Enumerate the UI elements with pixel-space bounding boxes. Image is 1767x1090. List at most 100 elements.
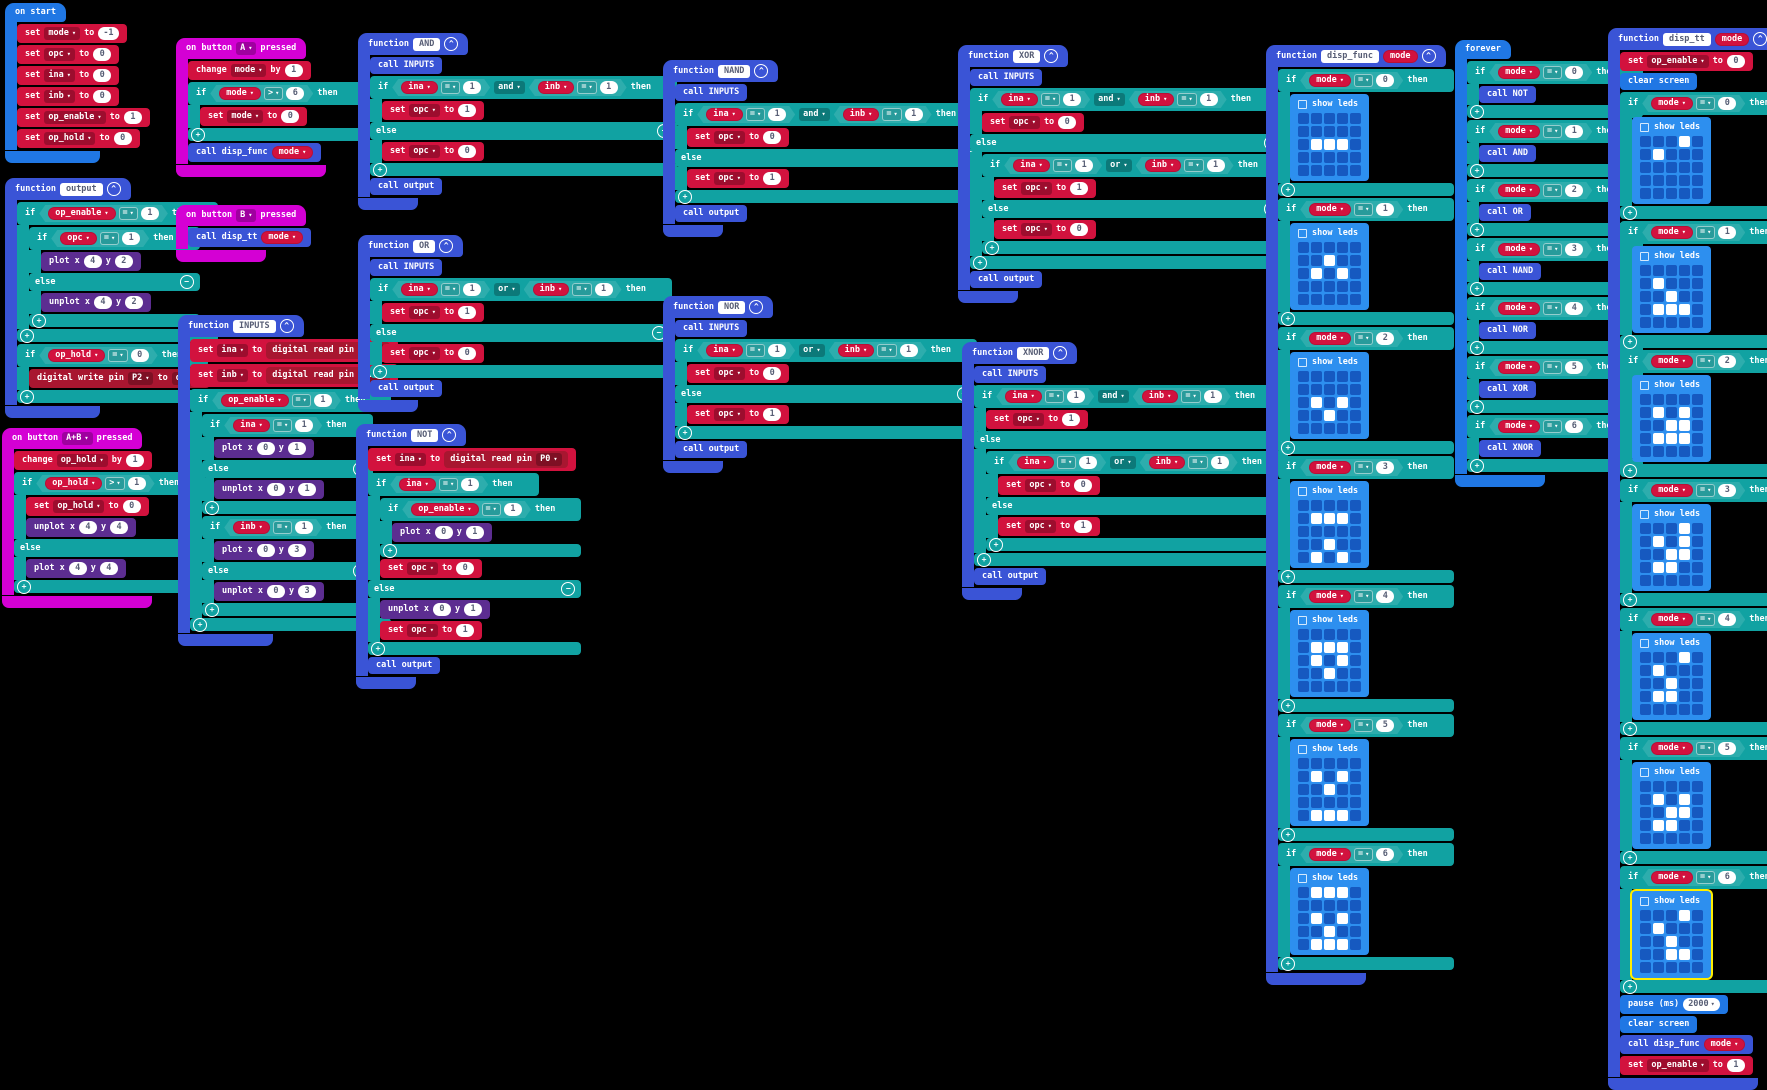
variable-dropdown-op_hold[interactable]: op_hold ▾ [48, 349, 105, 362]
led-cell[interactable] [1311, 810, 1322, 821]
led-cell[interactable] [1337, 410, 1348, 421]
block-stack-forever[interactable]: forever if mode ▾ = ▾ 0 then call NOT + if mode ▾ = ▾ 1… [1455, 40, 1643, 487]
if-block-header[interactable]: if ina ▾ = ▾ 1 or ▾ inb ▾ = ▾ 1 then [675, 339, 978, 362]
led-cell[interactable] [1324, 655, 1335, 666]
led-cell[interactable] [1653, 549, 1664, 560]
plus-icon[interactable]: + [1623, 979, 1637, 994]
if-block-header[interactable]: if ina ▾ = ▾ 1 or ▾ inb ▾ = ▾ 1 then [986, 451, 1289, 474]
number-input[interactable]: 3 [298, 585, 317, 598]
led-cell[interactable] [1679, 162, 1690, 173]
led-cell[interactable] [1640, 691, 1651, 702]
if-end-bar[interactable]: + [17, 389, 211, 404]
plus-icon[interactable]: + [977, 552, 991, 567]
led-cell[interactable] [1679, 807, 1690, 818]
if-block[interactable]: if ina ▾ = ▾ 1 and ▾ inb ▾ = ▾ 1 then set opc ▾ to 0 else − i… [970, 88, 1285, 270]
if-block-header[interactable]: if ina ▾ = ▾ 1 and ▾ inb ▾ = ▾ 1 then [974, 385, 1282, 408]
if-end-bar[interactable]: + [1620, 334, 1767, 349]
variable-dropdown-mode[interactable]: mode ▾ [1651, 355, 1693, 368]
if-block-header[interactable]: if inb ▾ = ▾ 1 then [202, 516, 373, 539]
led-cell[interactable] [1311, 655, 1322, 666]
led-cell[interactable] [1350, 113, 1361, 124]
led-cell[interactable] [1350, 668, 1361, 679]
led-cell[interactable] [1311, 913, 1322, 924]
block-row[interactable]: set opc ▾ to 0 [382, 142, 485, 161]
led-cell[interactable] [1653, 936, 1664, 947]
show-leds-block[interactable]: show leds [1290, 352, 1369, 439]
dropdown-ina[interactable]: ina ▾ [217, 344, 248, 357]
led-cell[interactable] [1679, 910, 1690, 921]
plus-icon[interactable]: + [1623, 850, 1637, 865]
led-cell[interactable] [1337, 810, 1348, 821]
block-stack-fn-nor[interactable]: function NOR ^ call INPUTS if ina ▾ = ▾ 1 or ▾ inb ▾ =… [663, 296, 978, 473]
block-row[interactable]: call output [970, 271, 1043, 288]
if-block[interactable]: if inb ▾ = ▾ 1 then plot x 0 y 3 else − unplot x 0 y 3 + [202, 516, 373, 617]
comparator-dropdown[interactable]: = ▾ [1696, 613, 1715, 626]
led-cell[interactable] [1692, 136, 1703, 147]
dropdown-mode[interactable]: mode ▾ [227, 110, 264, 123]
comparator-dropdown[interactable]: = ▾ [439, 478, 458, 491]
block-row[interactable]: clear screen [1620, 1016, 1698, 1033]
comparator-dropdown[interactable]: = ▾ [273, 521, 292, 534]
led-cell[interactable] [1640, 317, 1651, 328]
dropdown-opc[interactable]: opc▾ [409, 145, 440, 158]
block-stack-on-start[interactable]: on start set mode ▾ to -1 set opc ▾ to 0 set ina ▾ to 0… [5, 3, 150, 163]
led-cell[interactable] [1653, 910, 1664, 921]
led-cell[interactable] [1692, 794, 1703, 805]
led-cell[interactable] [1324, 784, 1335, 795]
number-input[interactable]: 1 [298, 483, 317, 496]
variable-dropdown-inb[interactable]: inb ▾ [533, 283, 570, 296]
variable-dropdown-ina[interactable]: ina ▾ [399, 478, 436, 491]
led-cell[interactable] [1653, 781, 1664, 792]
led-cell[interactable] [1666, 923, 1677, 934]
led-cell[interactable] [1666, 136, 1677, 147]
led-cell[interactable] [1679, 265, 1690, 276]
comparator-dropdown[interactable]: = ▾ [1041, 93, 1060, 106]
led-cell[interactable] [1679, 136, 1690, 147]
led-cell[interactable] [1653, 278, 1664, 289]
block-row[interactable]: set opc ▾ to 0 [17, 45, 120, 64]
comparator-dropdown[interactable]: = ▾ [1053, 159, 1072, 172]
number-input[interactable]: 4 [110, 521, 129, 534]
led-cell[interactable] [1692, 433, 1703, 444]
number-input[interactable]: 0 [456, 562, 475, 575]
if-end-bar[interactable]: + [1278, 956, 1454, 971]
if-block[interactable]: if opc ▾ = ▾ 1 then plot x 4 y 2 else − unplot x 4 y 2 + [29, 227, 200, 328]
variable-dropdown-mode[interactable]: mode ▾ [1651, 226, 1693, 239]
block-stack-on-button-ab[interactable]: on button A+B ▾ pressed change op_hold ▾ by 1 if o… [2, 428, 206, 608]
dropdown-opc[interactable]: opc▾ [714, 408, 745, 421]
number-input[interactable]: 1 [1211, 456, 1229, 469]
collapse-icon[interactable]: ^ [442, 428, 457, 442]
dropdown-op_hold[interactable]: op_hold ▾ [44, 132, 96, 145]
led-cell[interactable] [1653, 433, 1664, 444]
led-cell[interactable] [1311, 681, 1322, 692]
number-input[interactable]: 1 [123, 111, 142, 124]
block-row[interactable]: call INPUTS [370, 57, 443, 74]
led-cell[interactable] [1337, 642, 1348, 653]
show-leds-block[interactable]: show leds [1632, 375, 1711, 462]
led-cell[interactable] [1692, 820, 1703, 831]
number-input[interactable]: 1 [458, 104, 477, 117]
led-cell[interactable] [1666, 523, 1677, 534]
comparator-dropdown[interactable]: = ▾ [1543, 66, 1562, 79]
led-cell[interactable] [1640, 910, 1651, 921]
collapse-icon[interactable]: ^ [1053, 346, 1068, 360]
number-input[interactable]: 0 [113, 132, 132, 145]
number-input[interactable]: 0 [1565, 66, 1583, 79]
led-cell[interactable] [1324, 642, 1335, 653]
block-row[interactable]: set op_enable ▾ to 1 [1620, 1056, 1753, 1075]
led-cell[interactable] [1666, 175, 1677, 186]
dropdown-op_hold[interactable]: op_hold ▾ [56, 454, 108, 467]
variable-dropdown-mode[interactable]: mode ▾ [1498, 66, 1540, 79]
variable-dropdown-inb[interactable]: inb ▾ [1145, 159, 1182, 172]
number-input[interactable]: 6 [1376, 848, 1394, 861]
led-cell[interactable] [1640, 833, 1651, 844]
if-end-bar[interactable]: + [970, 255, 1285, 270]
led-cell[interactable] [1337, 629, 1348, 640]
number-input[interactable]: 4 [78, 521, 97, 534]
led-cell[interactable] [1311, 397, 1322, 408]
led-cell[interactable] [1692, 278, 1703, 289]
led-cell[interactable] [1337, 500, 1348, 511]
